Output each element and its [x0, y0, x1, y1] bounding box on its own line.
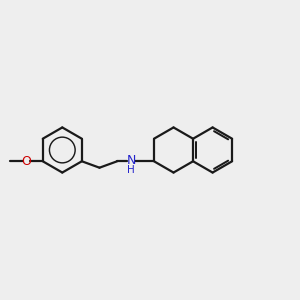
Text: O: O [22, 155, 32, 168]
Text: H: H [128, 165, 135, 175]
Text: N: N [127, 154, 136, 167]
